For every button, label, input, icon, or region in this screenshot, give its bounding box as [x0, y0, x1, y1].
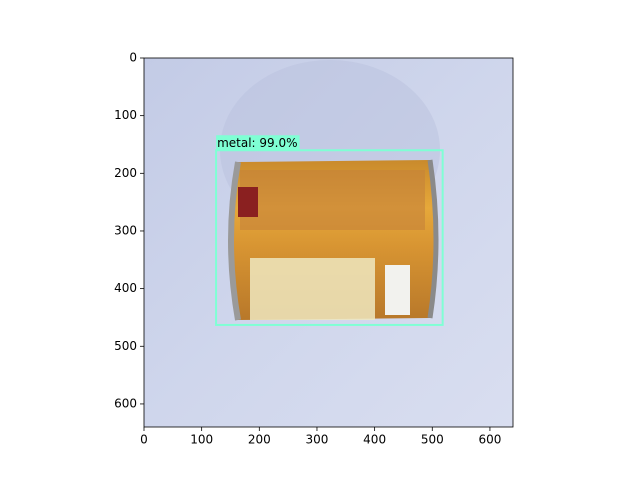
y-tick-label: 100 [114, 108, 137, 122]
y-tick-label: 0 [129, 51, 137, 65]
can-label-facts [250, 258, 375, 320]
y-tick-label: 600 [114, 396, 137, 410]
photo [144, 58, 513, 427]
x-tick-label: 400 [363, 433, 386, 447]
y-tick-label: 500 [114, 339, 137, 353]
y-tick-label: 200 [114, 166, 137, 180]
detection-label: metal: 99.0% [217, 136, 297, 150]
x-tick-label: 200 [248, 433, 271, 447]
x-tick-label: 300 [306, 433, 329, 447]
detection-box [215, 149, 444, 326]
x-tick-label: 500 [421, 433, 444, 447]
can-brand [238, 187, 258, 217]
can-logo [385, 265, 410, 315]
y-tick-label: 400 [114, 281, 137, 295]
x-tick-label: 100 [190, 433, 213, 447]
x-tick-label: 0 [140, 433, 148, 447]
can-rim-left [228, 161, 241, 321]
axes-frame [143, 57, 514, 428]
y-tick-label: 300 [114, 223, 137, 237]
x-tick-label: 600 [478, 433, 501, 447]
label-background [216, 135, 300, 151]
can-label-top [240, 170, 425, 230]
can-rim-right [427, 159, 439, 319]
